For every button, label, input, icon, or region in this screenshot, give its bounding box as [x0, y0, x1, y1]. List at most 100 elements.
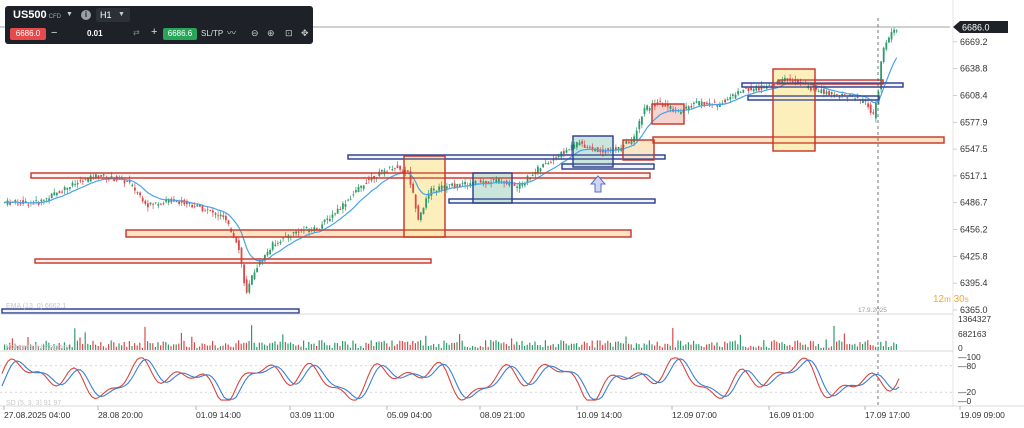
symbol-selector[interactable]: US500 CFD	[13, 9, 61, 21]
resistance-zone-bar[interactable]	[30, 172, 651, 179]
volume-bar	[778, 343, 780, 350]
volume-bar	[370, 340, 372, 350]
volume-bar	[648, 340, 650, 350]
volume-bar	[212, 340, 214, 350]
volume-bar	[550, 345, 552, 350]
volume-bar	[310, 344, 312, 350]
zone-outline	[651, 103, 685, 125]
bullish-candle	[264, 254, 266, 263]
sell-price-button[interactable]: 6686.0	[10, 28, 46, 40]
quantity-input[interactable]: 0.01	[87, 29, 103, 38]
bullish-candle	[282, 237, 284, 242]
volume-bar	[173, 344, 175, 350]
volume-bar	[232, 347, 234, 350]
volume-bar	[513, 344, 515, 350]
info-icon[interactable]: i	[81, 10, 91, 20]
volume-bar	[100, 342, 102, 350]
volume-bar	[438, 343, 440, 350]
volume-bar	[724, 341, 726, 350]
volume-bar	[695, 344, 697, 350]
timeframe-selector[interactable]: H1	[96, 8, 130, 22]
volume-bar	[617, 341, 619, 350]
time-axis-label: 10.09 14:00	[577, 410, 622, 420]
volume-bar	[737, 344, 739, 350]
bullish-candle	[641, 116, 643, 129]
volume-bar	[225, 343, 227, 350]
volume-bar	[492, 341, 494, 350]
volume-bar	[373, 346, 375, 350]
volume-bar	[609, 342, 611, 350]
quantity-increase-button[interactable]: +	[151, 26, 158, 38]
move-icon[interactable]: ✥	[301, 28, 309, 38]
bullish-candle	[48, 195, 50, 204]
volume-bar	[464, 346, 466, 350]
volume-bar	[269, 343, 271, 350]
chevron-down-icon[interactable]: ▼	[66, 11, 73, 18]
bullish-candle	[219, 210, 222, 220]
bullish-candle	[253, 268, 256, 281]
bearish-candle	[724, 98, 726, 104]
volume-axis-label: 0	[958, 343, 963, 353]
oscillator-axis-label: —80	[958, 361, 976, 371]
swap-icon[interactable]: ⇄	[133, 28, 140, 37]
bullish-candle	[383, 168, 386, 177]
volume-bar	[895, 344, 897, 350]
bullish-candle	[448, 184, 451, 189]
volume-bar	[344, 341, 346, 350]
symbol-tag: CFD	[48, 14, 61, 20]
volume-bar	[154, 347, 156, 350]
volume-bar	[825, 339, 827, 350]
volume-bar	[576, 343, 578, 350]
zone-outline	[777, 79, 884, 85]
time-axis-label: 28.08 20:00	[98, 410, 143, 420]
volume-bar	[708, 343, 710, 350]
volume-bar	[9, 342, 11, 350]
chevron-down-icon[interactable]: ▼	[118, 11, 125, 18]
volume-bar	[578, 346, 580, 350]
volume-bar	[706, 344, 708, 350]
bullish-candle	[508, 179, 511, 188]
bullish-candle	[266, 248, 269, 257]
volume-bar	[763, 340, 765, 350]
volume-bar	[71, 347, 73, 350]
volume-bar	[544, 340, 546, 350]
bearish-candle	[591, 143, 594, 152]
zone-outline	[403, 155, 446, 238]
sl-tp-button[interactable]: SL/TP	[201, 29, 224, 38]
countdown-seconds-unit: s	[964, 295, 969, 304]
support-zone-bar[interactable]	[125, 229, 632, 238]
zoom-in-icon[interactable]: ⊕	[267, 28, 275, 38]
zoom-out-icon[interactable]: ⊖	[251, 28, 259, 38]
volume-bar	[565, 343, 567, 350]
chart-type-icon[interactable]: 〰	[227, 28, 237, 38]
bullish-candle	[251, 275, 253, 286]
bullish-candle	[643, 104, 646, 117]
volume-bar	[747, 347, 749, 350]
range-zone-bar[interactable]	[347, 154, 666, 160]
volume-bar	[261, 342, 263, 350]
bullish-candle	[420, 211, 422, 223]
bearish-candle	[209, 209, 212, 212]
volume-bar	[615, 341, 617, 350]
bearish-candle	[485, 180, 487, 188]
volume-bar	[433, 343, 435, 350]
volume-bar	[602, 344, 604, 350]
countdown-seconds: 30	[953, 294, 965, 305]
buy-price-button[interactable]: 6686.6	[163, 28, 197, 40]
volume-bar	[331, 347, 333, 350]
volume-bar	[604, 343, 606, 350]
volume-bar	[729, 341, 731, 350]
support-zone-bar[interactable]	[34, 258, 432, 264]
price-axis-label: 6669.2	[960, 37, 988, 47]
volume-bar	[253, 342, 255, 350]
demand-box[interactable]	[622, 139, 655, 161]
volume-bar	[58, 343, 60, 350]
zoom-fit-icon[interactable]: ⊡	[285, 28, 293, 38]
bullish-candle	[737, 87, 739, 97]
bullish-candle	[76, 179, 79, 188]
quantity-decrease-button[interactable]: −	[51, 27, 58, 39]
bullish-candle	[685, 102, 687, 110]
bearish-candle	[227, 219, 230, 227]
bearish-candle	[414, 193, 417, 213]
